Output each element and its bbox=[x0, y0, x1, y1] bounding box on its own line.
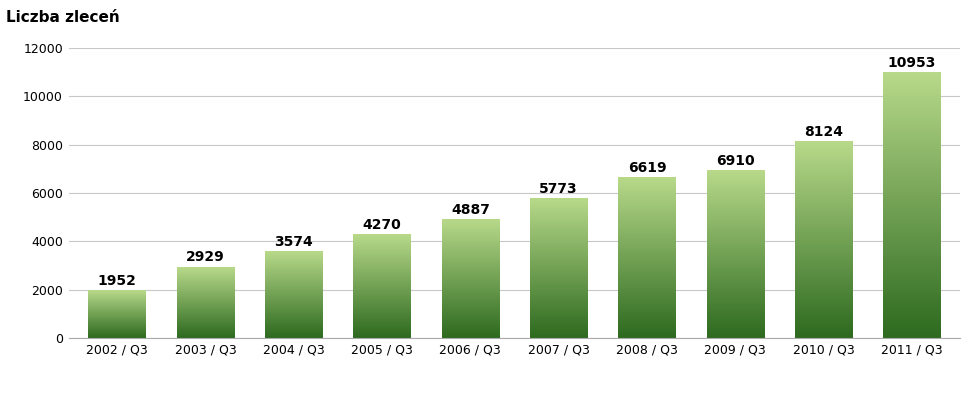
Text: 4270: 4270 bbox=[363, 218, 402, 232]
Text: 1952: 1952 bbox=[98, 274, 136, 288]
Text: 3574: 3574 bbox=[274, 235, 314, 249]
Text: 6910: 6910 bbox=[716, 154, 755, 168]
Text: 6619: 6619 bbox=[627, 161, 666, 175]
Text: 8124: 8124 bbox=[804, 125, 843, 139]
Text: 5773: 5773 bbox=[539, 181, 578, 196]
Text: Liczba zleceń: Liczba zleceń bbox=[6, 10, 120, 25]
Text: 2929: 2929 bbox=[186, 250, 224, 265]
Text: 4887: 4887 bbox=[451, 203, 490, 217]
Text: 10953: 10953 bbox=[888, 56, 936, 70]
